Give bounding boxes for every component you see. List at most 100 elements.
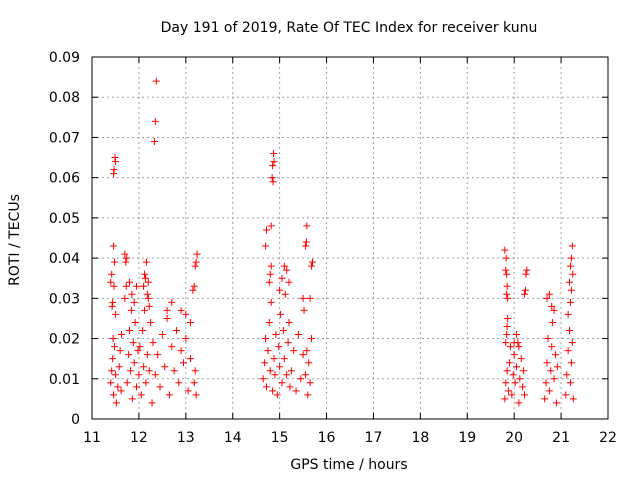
data-point	[513, 331, 521, 339]
data-point	[294, 331, 302, 339]
data-point	[568, 339, 576, 347]
data-points	[107, 77, 577, 407]
data-point	[280, 355, 288, 363]
data-point	[566, 278, 574, 286]
data-point	[139, 327, 147, 335]
data-point	[503, 282, 511, 290]
data-point	[110, 282, 118, 290]
y-tick-label: 0	[71, 412, 80, 428]
data-point	[300, 306, 308, 314]
data-point	[299, 351, 307, 359]
data-point	[144, 294, 152, 302]
data-point	[141, 274, 149, 282]
data-point	[190, 282, 198, 290]
data-point	[266, 270, 274, 278]
data-point	[306, 379, 314, 387]
data-point	[121, 294, 129, 302]
x-tick-label: 15	[271, 430, 289, 446]
data-point	[190, 379, 198, 387]
data-point	[148, 399, 156, 407]
data-point	[168, 298, 176, 306]
data-point	[276, 363, 284, 371]
data-point	[267, 222, 275, 230]
data-point	[182, 335, 190, 343]
data-point	[110, 391, 118, 399]
data-point	[503, 270, 511, 278]
data-point	[268, 174, 276, 182]
data-point	[566, 298, 574, 306]
data-point	[265, 318, 273, 326]
data-point	[277, 310, 285, 318]
data-point	[280, 262, 288, 270]
data-point	[566, 327, 574, 335]
y-tick-label: 0.05	[49, 211, 80, 227]
data-point	[505, 359, 513, 367]
axis-ticks	[91, 56, 609, 420]
data-point	[192, 258, 200, 266]
data-point	[111, 371, 119, 379]
data-point	[126, 278, 134, 286]
data-point	[506, 343, 514, 351]
data-point	[134, 347, 142, 355]
data-point	[129, 339, 137, 347]
data-point	[550, 375, 558, 383]
data-point	[273, 391, 281, 399]
data-point	[143, 290, 151, 298]
data-point	[192, 391, 200, 399]
data-point	[508, 391, 516, 399]
data-point	[510, 351, 518, 359]
data-point	[509, 371, 517, 379]
data-point	[151, 117, 159, 125]
data-point	[131, 318, 139, 326]
data-point	[133, 282, 141, 290]
data-point	[140, 363, 148, 371]
data-point	[306, 294, 314, 302]
data-point	[130, 298, 138, 306]
data-point	[292, 387, 300, 395]
data-point	[270, 355, 278, 363]
data-point	[141, 306, 149, 314]
y-tick-label: 0.04	[49, 251, 80, 267]
data-point	[504, 294, 512, 302]
data-point	[130, 359, 138, 367]
data-point	[187, 355, 195, 363]
y-tick-label: 0.07	[49, 130, 80, 146]
data-point	[133, 383, 141, 391]
data-point	[163, 314, 171, 322]
data-point	[128, 290, 136, 298]
y-tick-label: 0.09	[49, 50, 80, 66]
data-point	[144, 278, 152, 286]
data-point	[272, 331, 280, 339]
data-point	[264, 347, 272, 355]
data-point	[108, 302, 116, 310]
data-point	[290, 347, 298, 355]
data-point	[152, 77, 160, 85]
data-point	[548, 302, 556, 310]
data-point	[109, 335, 117, 343]
data-point	[278, 274, 286, 282]
data-point	[151, 371, 159, 379]
data-point	[127, 306, 135, 314]
data-point	[547, 367, 555, 375]
x-axis-label: GPS time / hours	[290, 457, 407, 473]
data-point	[117, 387, 125, 395]
data-point	[521, 391, 529, 399]
data-point	[122, 282, 130, 290]
data-point	[269, 387, 277, 395]
data-point	[193, 250, 201, 258]
data-point	[121, 250, 129, 258]
data-point	[271, 371, 279, 379]
x-tick-label: 17	[365, 430, 383, 446]
data-point	[503, 322, 511, 330]
data-point	[118, 331, 126, 339]
data-point	[502, 379, 510, 387]
y-tick-label: 0.02	[49, 332, 80, 348]
data-point	[543, 294, 551, 302]
data-point	[158, 331, 166, 339]
data-point	[140, 282, 148, 290]
data-point	[123, 379, 131, 387]
y-tick-label: 0.06	[49, 171, 80, 187]
data-point	[267, 262, 275, 270]
x-tick-label: 22	[599, 430, 617, 446]
